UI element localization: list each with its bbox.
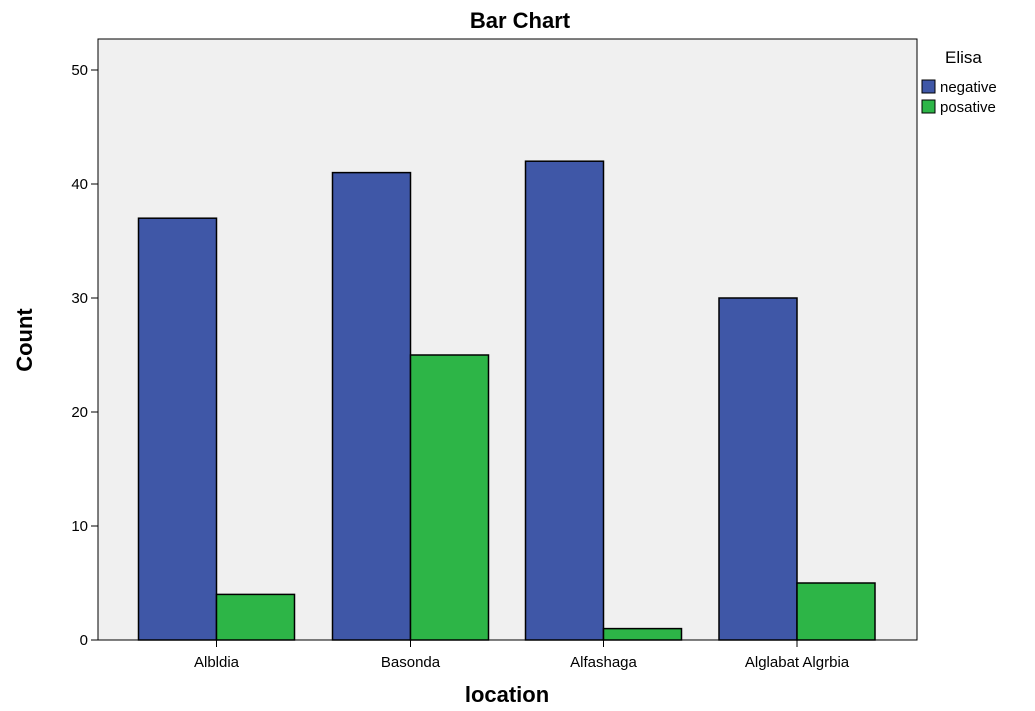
bars [137, 160, 876, 641]
y-tick-label: 0 [80, 632, 88, 649]
y-tick-label: 20 [71, 404, 88, 421]
y-tick-label: 40 [71, 176, 88, 193]
x-axis: Albldia Basonda Alfashaga Alglabat Algrbia [194, 640, 850, 671]
bar-posative [796, 582, 876, 641]
y-tick-label: 50 [71, 62, 88, 79]
bar-negative [718, 297, 798, 641]
legend-label-posative: posative [940, 99, 996, 116]
bar-posative [602, 627, 683, 641]
bar-negative [524, 160, 605, 641]
x-axis-label: location [465, 682, 549, 707]
y-tick-label: 10 [71, 518, 88, 535]
bar-negative [331, 171, 412, 641]
legend-label-negative: negative [940, 79, 997, 96]
chart-title: Bar Chart [470, 8, 571, 33]
x-tick-label: Alglabat Algrbia [745, 654, 850, 671]
y-axis: 0 10 20 30 40 50 [71, 62, 98, 649]
bar-posative [215, 593, 296, 641]
legend-swatch-negative [921, 79, 936, 94]
y-tick-label: 30 [71, 290, 88, 307]
legend-swatch-posative [921, 99, 936, 114]
x-tick-label: Basonda [381, 654, 441, 671]
bar-negative [137, 217, 218, 641]
x-tick-label: Alfashaga [570, 654, 637, 671]
legend-title: Elisa [945, 48, 982, 67]
bar-posative [409, 354, 490, 641]
y-axis-label: Count [12, 308, 37, 372]
x-tick-label: Albldia [194, 654, 240, 671]
legend: Elisa negative posative [921, 48, 997, 116]
